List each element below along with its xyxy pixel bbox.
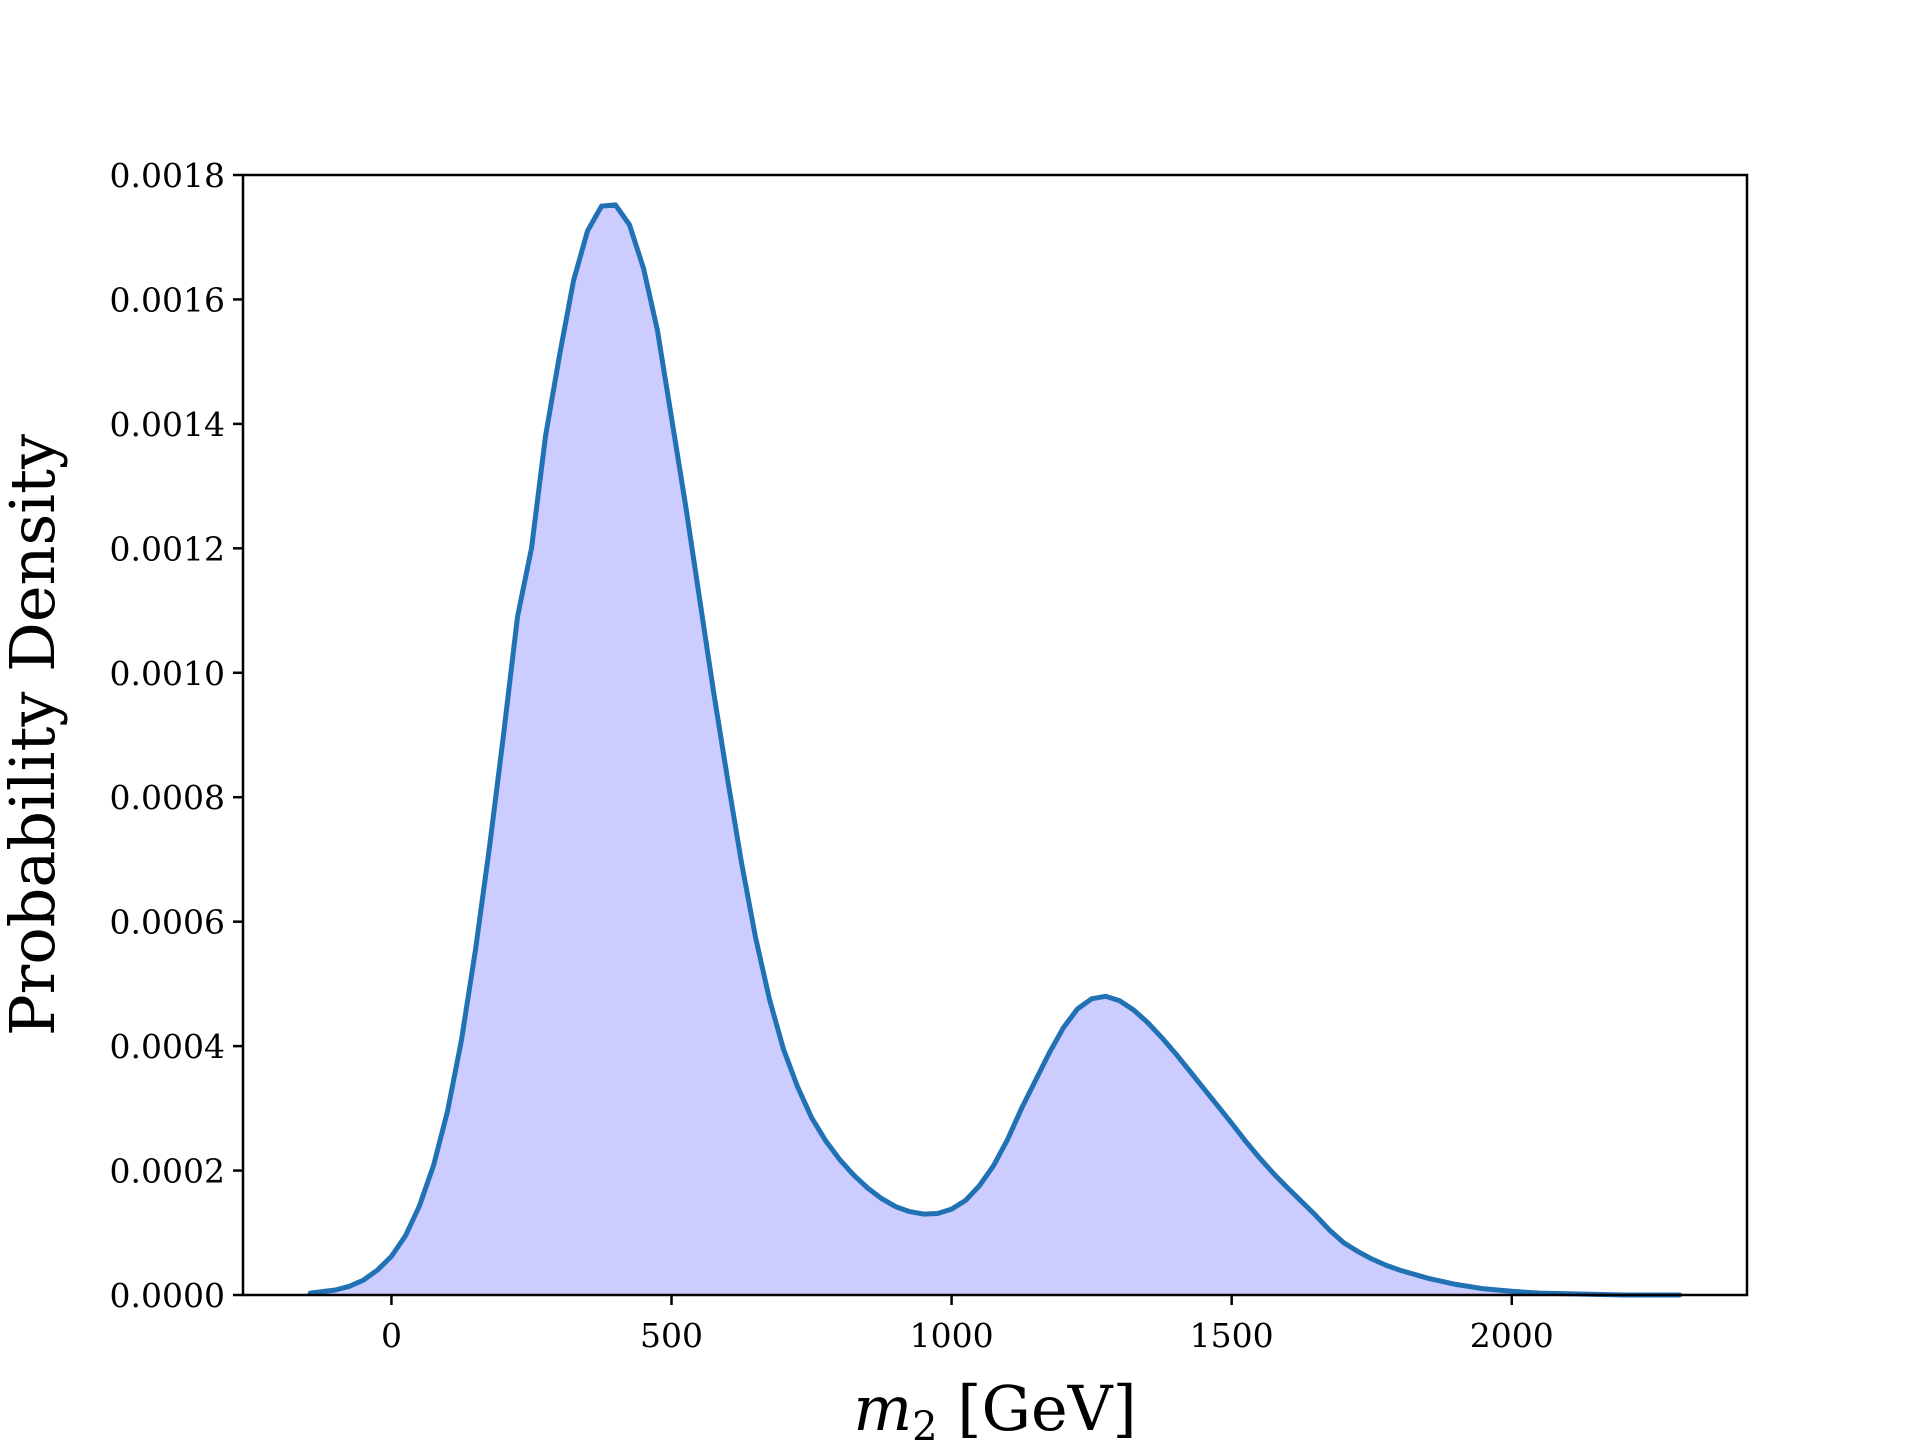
- y-axis-ticks: 0.0000 0.0002 0.0004 0.0006 0.0008 0.0010 0.00…: [110, 156, 243, 1315]
- y-tick-label: 0.0014: [110, 405, 225, 444]
- x-axis-title-subscript: 2: [912, 1404, 937, 1440]
- y-tick-label: 0.0006: [110, 903, 225, 942]
- x-tick-label: 500: [640, 1316, 703, 1355]
- x-tick-label: 1500: [1190, 1316, 1274, 1355]
- y-tick-label: 0.0012: [110, 529, 225, 568]
- x-tick-label: 2000: [1470, 1316, 1554, 1355]
- x-tick-label: 1000: [910, 1316, 994, 1355]
- y-tick-label: 0.0016: [110, 280, 225, 319]
- x-axis-title: m2 [GeV]: [853, 1372, 1136, 1440]
- x-axis-ticks: 0 500 1000 1500 2000: [381, 1295, 1554, 1355]
- y-axis-title: Probability Density: [0, 434, 69, 1036]
- y-tick-label: 0.0010: [110, 654, 225, 693]
- plot-frame: [241, 173, 1749, 1297]
- x-axis-title-unit: [GeV]: [938, 1372, 1137, 1440]
- y-tick-label: 0.0018: [110, 156, 225, 195]
- y-tick-label: 0.0004: [110, 1027, 225, 1066]
- y-tick-label: 0.0008: [110, 778, 225, 817]
- density-curve: [307, 202, 1683, 1298]
- x-tick-label: 0: [381, 1316, 402, 1355]
- y-tick-label: 0.0002: [110, 1152, 225, 1191]
- y-tick-label: 0.0000: [110, 1276, 225, 1315]
- x-axis-title-symbol: m: [853, 1372, 912, 1440]
- density-area-fill: [310, 204, 1680, 1295]
